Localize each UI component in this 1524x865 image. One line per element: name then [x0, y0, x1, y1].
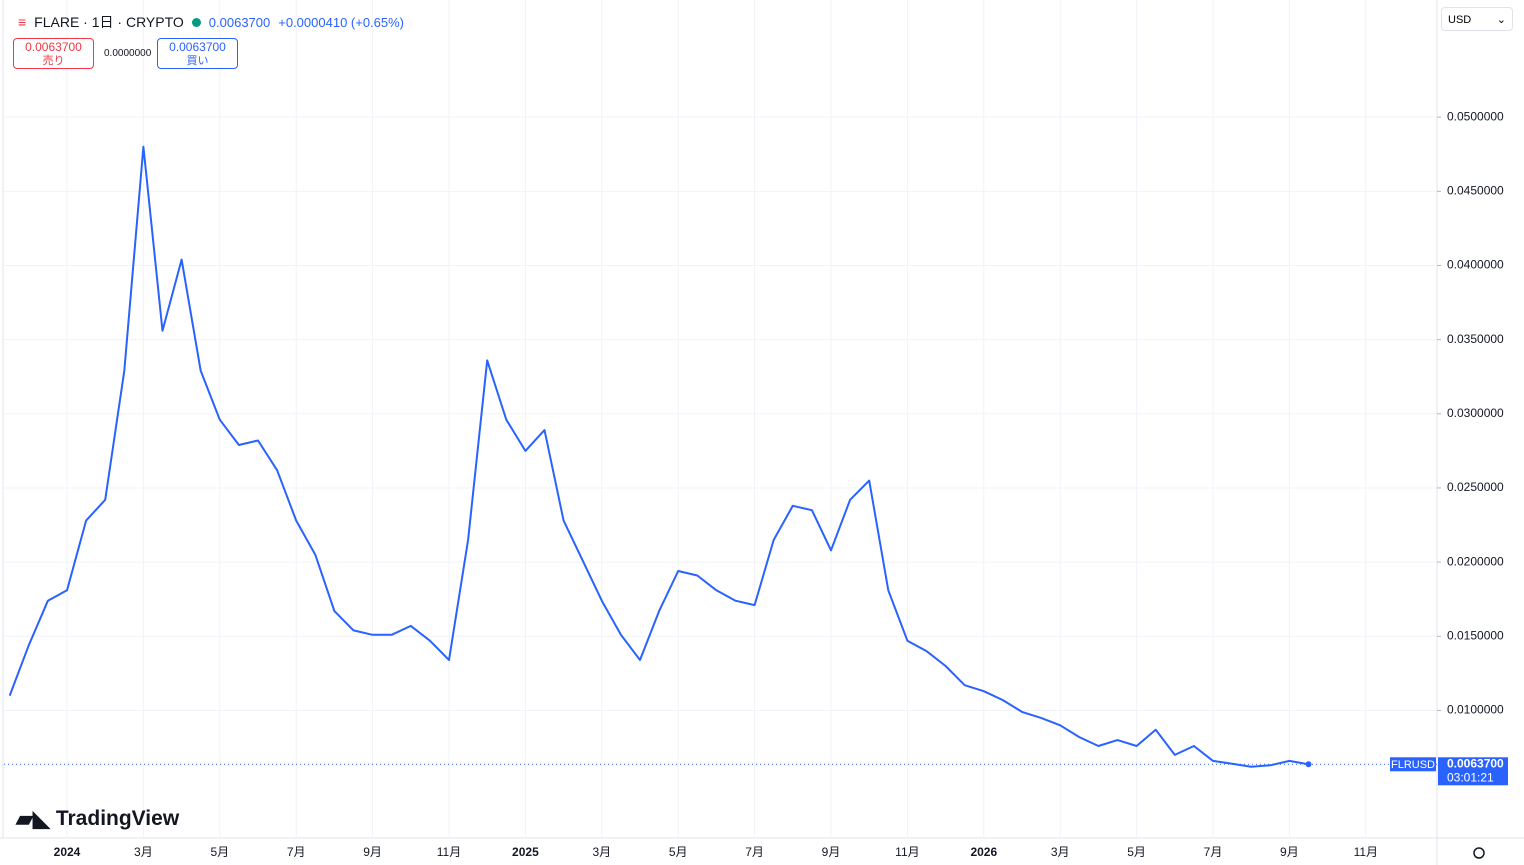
- symbol-tag-label: FLRUSD: [1391, 759, 1435, 771]
- currency-select[interactable]: USD ⌄: [1441, 7, 1513, 31]
- y-tick-label: 0.0150000: [1447, 628, 1504, 642]
- x-tick-label: 5月: [210, 845, 229, 859]
- caret: ⌄: [1496, 14, 1506, 26]
- price-tag: [1438, 757, 1508, 786]
- y-tick-label: 0.0450000: [1447, 184, 1504, 198]
- symbol-icon: ≡: [18, 14, 27, 30]
- buy-price: 0.0063700: [169, 40, 226, 54]
- buy-button[interactable]: 0.0063700 買い: [157, 38, 238, 69]
- logo-icon: ▰◣: [16, 806, 50, 831]
- sell-button[interactable]: 0.0063700 売り: [13, 38, 94, 69]
- y-tick-label: 0.0300000: [1447, 406, 1504, 420]
- x-tick-label: 9月: [1280, 845, 1299, 859]
- x-tick-label: 7月: [287, 845, 306, 859]
- brand-logo[interactable]: ▰◣ TradingView: [16, 806, 179, 832]
- y-tick-label: 0.0350000: [1447, 332, 1504, 346]
- y-tick-label: 0.0250000: [1447, 480, 1504, 494]
- settings-icon: [1473, 847, 1485, 859]
- x-tick-label: 5月: [1127, 845, 1146, 859]
- x-tick-label: 2026: [970, 845, 997, 859]
- y-tick-label: 0.0200000: [1447, 554, 1504, 568]
- change: +0.0000410 (+0.65%): [278, 14, 405, 30]
- x-tick-label: 2024: [54, 845, 81, 859]
- buy-label: 買い: [186, 55, 209, 67]
- x-tick-label: 9月: [822, 845, 841, 859]
- price: 0.0063700: [208, 14, 271, 30]
- x-tick-label: 7月: [1204, 845, 1223, 859]
- currency: USD: [1448, 14, 1472, 26]
- x-tick-label: 3月: [1051, 845, 1070, 859]
- y-tick-label: 0.0400000: [1447, 258, 1504, 272]
- x-tick-label: 11月: [895, 845, 919, 859]
- x-tick-label: 5月: [669, 845, 688, 859]
- countdown: 03:01:21: [1447, 770, 1494, 784]
- x-tick-label: 11月: [437, 845, 461, 859]
- status-dot: [191, 17, 201, 27]
- price-line: [8, 145, 1309, 768]
- x-tick-label: 2025: [512, 845, 539, 859]
- symbol[interactable]: FLARE · 1日 · CRYPTO: [34, 14, 184, 30]
- spread: 0.0000000: [104, 48, 152, 59]
- x-tick-label: 3月: [134, 845, 153, 859]
- y-tick-label: 0.0500000: [1447, 109, 1504, 123]
- sell-price: 0.0063700: [25, 40, 82, 54]
- brand: TradingView: [55, 807, 180, 830]
- y-tick-label: 0.0100000: [1447, 703, 1504, 717]
- x-tick-label: 7月: [745, 845, 764, 859]
- x-tick-label: 9月: [363, 845, 382, 859]
- symbol-tag: [1390, 757, 1436, 772]
- x-tick-label: 11月: [1354, 845, 1378, 859]
- header: ≡ FLARE · 1日 · CRYPTO 0.0063700 +0.00004…: [18, 12, 404, 32]
- sell-label: 売り: [42, 55, 65, 67]
- x-tick-label: 3月: [592, 845, 611, 859]
- price-tag-label: 0.0063700: [1447, 756, 1504, 770]
